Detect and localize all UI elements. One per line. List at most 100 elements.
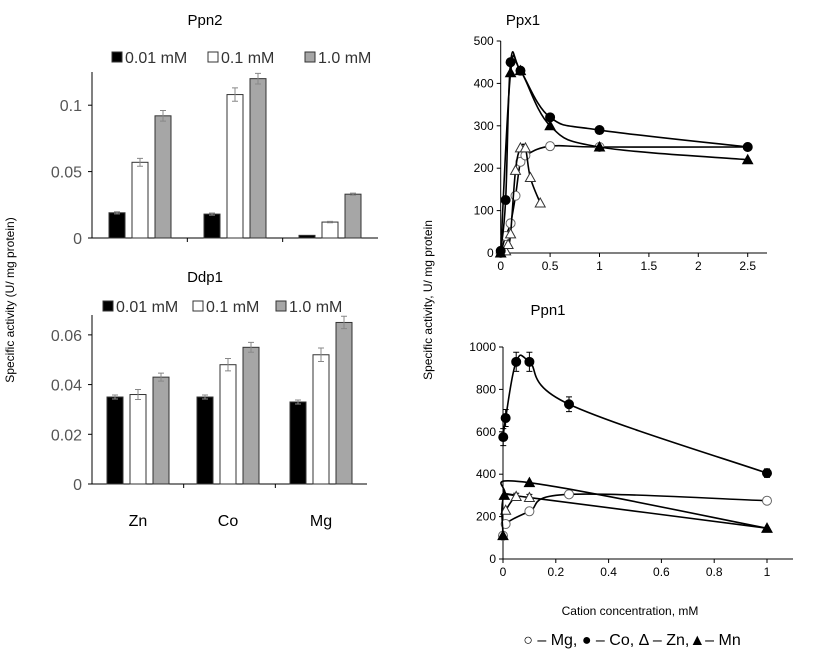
- bar-zn-10mM: [154, 115, 172, 239]
- y-tick-label: 0: [489, 552, 496, 566]
- legend-label: 0.1 mM: [206, 299, 259, 316]
- y-tick-label: 200: [476, 510, 496, 524]
- legend-label: 0.01 mM: [116, 299, 178, 316]
- data-point-co: [742, 142, 753, 152]
- bar-chart-ddp1: Ddp1 0.01 mM 0.1 mM 1.0 mM 0 0.02 0.04 0.06 Zn Co…: [51, 269, 367, 530]
- error-bar: [202, 394, 208, 400]
- bar-co-001mM: [203, 213, 221, 239]
- y-tick-label: 500: [474, 34, 494, 48]
- error-bar: [135, 389, 141, 400]
- error-bar: [350, 192, 356, 196]
- error-bar: [248, 341, 254, 353]
- data-point-co: [762, 468, 772, 479]
- y-tick-label: 0.05: [51, 165, 82, 182]
- data-point-mn: [497, 529, 509, 541]
- error-bar: [137, 157, 143, 167]
- data-point-zn: [524, 171, 537, 183]
- error-bar: [209, 212, 215, 216]
- x-tick-label: 0.6: [653, 565, 670, 579]
- y-tick-label: 0.06: [51, 328, 82, 345]
- data-point-co: [564, 399, 574, 410]
- data-point-zn: [534, 196, 547, 208]
- x-tick-label: 0: [500, 565, 507, 579]
- data-point-zn: [504, 227, 517, 239]
- series-line-mn: [500, 480, 768, 536]
- bar-co-10mM: [249, 78, 267, 239]
- y-tick-label: 400: [476, 467, 496, 481]
- error-bar: [232, 87, 238, 102]
- legend-label: 1.0 mM: [289, 299, 342, 316]
- x-tick-label: 2.5: [739, 259, 756, 273]
- error-bar: [160, 110, 166, 122]
- series-line-mg: [499, 144, 748, 254]
- data-point-mg: [500, 519, 511, 530]
- bar-zn-01mM: [129, 394, 147, 485]
- data-point-zn: [499, 504, 512, 515]
- x-tick-label: 0.8: [706, 565, 723, 579]
- right-y-axis-label: Specific activity, U/ mg protein: [421, 220, 435, 380]
- line-chart-ppx1: Ppx1 0 100 200 300 400 500 0 0.5 1 1.5 2 2.5: [474, 12, 767, 273]
- error-bar: [114, 211, 120, 215]
- y-tick-label: 0: [487, 246, 494, 260]
- error-bar: [158, 372, 164, 382]
- bar-zn-001mM: [106, 396, 124, 485]
- bar-zn-01mM: [131, 161, 149, 239]
- error-bar: [255, 72, 261, 85]
- data-point-co: [524, 356, 535, 367]
- data-point-zn: [509, 164, 522, 175]
- chart-title: Ppn1: [530, 302, 565, 319]
- legend-swatch: [102, 300, 114, 312]
- data-point-mn: [523, 476, 536, 488]
- legend-label: 0.1 mM: [221, 50, 274, 67]
- bar-zn-10mM: [152, 376, 170, 485]
- y-tick-label: 1000: [469, 340, 496, 354]
- data-point-co: [515, 65, 526, 76]
- data-point-zn: [510, 490, 523, 501]
- legend-swatch: [111, 51, 123, 63]
- x-tick-label: 0.2: [547, 565, 564, 579]
- data-point-mn: [761, 522, 773, 533]
- data-point-co: [505, 57, 516, 68]
- legend-label: 0.01 mM: [125, 50, 187, 67]
- data-point-co: [500, 195, 511, 205]
- y-tick-label: 0.02: [51, 427, 82, 444]
- y-tick-label: 600: [476, 425, 496, 439]
- data-point-co: [498, 432, 509, 443]
- data-point-co: [500, 413, 511, 424]
- bar-mg-01mM: [321, 221, 339, 239]
- data-point-mg: [762, 495, 772, 506]
- data-point-zn: [519, 141, 532, 153]
- bar-mg-001mM: [289, 401, 307, 485]
- error-bar: [225, 357, 231, 372]
- bar-mg-10mM: [335, 321, 353, 485]
- data-point-zn: [502, 238, 514, 250]
- data-point-mn: [544, 119, 556, 131]
- left-y-axis-label: Specific activity (U/ mg protein): [3, 217, 17, 382]
- data-point-zn: [523, 491, 536, 503]
- error-bar: [112, 394, 118, 400]
- legend-label: 1.0 mM: [318, 50, 371, 67]
- bar-co-001mM: [196, 396, 214, 485]
- legend-swatch: [304, 51, 316, 63]
- bar-mg-10mM: [344, 193, 362, 239]
- x-tick-label: 2: [695, 259, 702, 273]
- y-tick-label: 400: [474, 76, 494, 90]
- chart-title: Ppx1: [506, 12, 540, 29]
- data-point-co: [594, 125, 605, 136]
- x-tick-label: 1: [764, 565, 771, 579]
- y-tick-label: 0.1: [60, 98, 82, 115]
- y-tick-label: 200: [474, 161, 494, 175]
- series-line-co: [502, 354, 768, 474]
- y-tick-label: 0.04: [51, 378, 82, 395]
- y-tick-label: 300: [474, 119, 494, 133]
- y-tick-label: 800: [476, 382, 496, 396]
- error-bar: [295, 399, 301, 405]
- data-point-mg: [564, 489, 574, 500]
- series-line-mn: [499, 54, 748, 254]
- category-label: Co: [218, 513, 239, 530]
- data-point-mn: [498, 489, 511, 500]
- x-tick-label: 0.4: [600, 565, 617, 579]
- right-x-axis-label: Cation concentration, mM: [562, 604, 699, 618]
- bar-mg-001mM: [298, 234, 316, 239]
- error-bar: [318, 347, 324, 362]
